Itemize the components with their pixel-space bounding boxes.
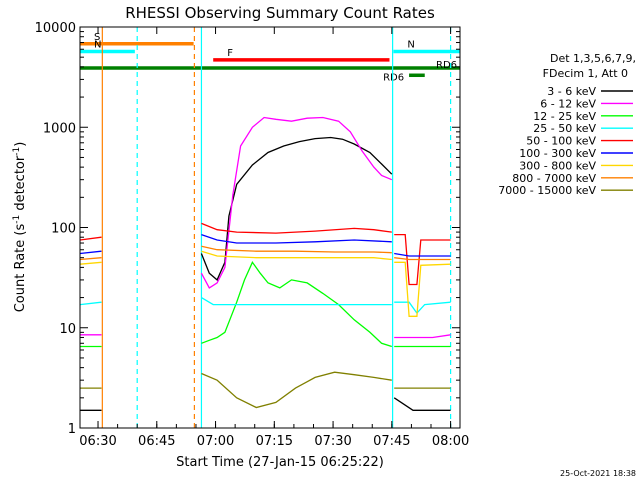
- y-axis: 1 10 100 1000 10000: [35, 21, 460, 437]
- y-axis-label: Count Rate (s-1 detector-1): [12, 142, 28, 313]
- state-bar-label: RD6: [383, 72, 404, 83]
- series-line: [201, 297, 392, 306]
- legend-label: 25 - 50 keV: [533, 122, 596, 135]
- x-tick-label: 07:45: [373, 434, 410, 449]
- series-line: [394, 261, 451, 317]
- legend-label: 50 - 100 keV: [526, 135, 596, 148]
- series-line: [394, 257, 451, 261]
- y-tick-label: 10: [59, 322, 76, 337]
- series-line: [201, 250, 392, 261]
- series-line: [79, 257, 102, 261]
- y-tick-label: 1: [68, 422, 76, 437]
- legend: Det 1,3,5,6,7,9, FDecim 1, Att 0 3 - 6 k…: [498, 52, 636, 197]
- y-tick-label: 10000: [35, 21, 76, 36]
- y-axis-label-exp2: -1: [12, 147, 22, 156]
- x-tick-label: 06:30: [79, 434, 116, 449]
- series-line: [79, 301, 102, 306]
- x-axis-label: Start Time (27-Jan-15 06:25:22): [176, 455, 384, 470]
- y-axis-label-main: Count Rate (s: [13, 224, 28, 313]
- series-line: [394, 252, 451, 257]
- x-tick-label: 08:00: [432, 434, 469, 449]
- legend-label: 6 - 12 keV: [540, 97, 596, 110]
- series-line: [394, 334, 451, 339]
- series-line: [201, 245, 392, 254]
- legend-header-2: FDecim 1, Att 0: [543, 67, 628, 80]
- series-line: [201, 222, 392, 234]
- series-line: [201, 233, 392, 244]
- y-axis-label-end: ): [13, 142, 28, 147]
- legend-label: 3 - 6 keV: [547, 85, 596, 98]
- series-line: [79, 236, 102, 241]
- x-tick-label: 07:15: [256, 434, 293, 449]
- legend-label: 300 - 800 keV: [519, 159, 596, 172]
- legend-label: 800 - 7000 keV: [512, 172, 596, 185]
- x-tick-label: 07:30: [314, 434, 351, 449]
- state-bar-label: S: [94, 32, 100, 43]
- y-axis-label-mid: detector: [13, 155, 28, 215]
- state-bar-label: N: [94, 39, 101, 50]
- series-line: [79, 261, 102, 265]
- y-tick-label: 100: [51, 222, 76, 237]
- state-bar-label: F: [227, 48, 233, 59]
- vertical-markers: [101, 27, 452, 428]
- series-line: [201, 261, 392, 348]
- x-tick-label: 07:00: [197, 434, 234, 449]
- state-bar-label: RD6: [436, 60, 457, 71]
- series-lines: [79, 116, 451, 411]
- x-tick-label: 06:45: [138, 434, 175, 449]
- timestamp: 25-Oct-2021 18:38: [560, 469, 636, 478]
- state-bar-label: N: [407, 39, 414, 50]
- chart-title: RHESSI Observing Summary Count Rates: [125, 4, 435, 22]
- legend-label: 7000 - 15000 keV: [498, 184, 596, 197]
- series-line: [201, 371, 392, 409]
- x-axis: 06:30 06:45 07:00 07:15 07:30 07:45 08:00: [79, 27, 469, 449]
- y-axis-label-exp1: -1: [12, 215, 22, 224]
- series-line: [393, 397, 451, 411]
- legend-label: 12 - 25 keV: [533, 110, 596, 123]
- y-tick-label: 1000: [43, 121, 76, 136]
- series-line: [200, 116, 393, 289]
- legend-label: 100 - 300 keV: [519, 147, 596, 160]
- series-line: [79, 250, 102, 255]
- series-line: [394, 233, 451, 286]
- legend-header-1: Det 1,3,5,6,7,9,: [550, 52, 636, 65]
